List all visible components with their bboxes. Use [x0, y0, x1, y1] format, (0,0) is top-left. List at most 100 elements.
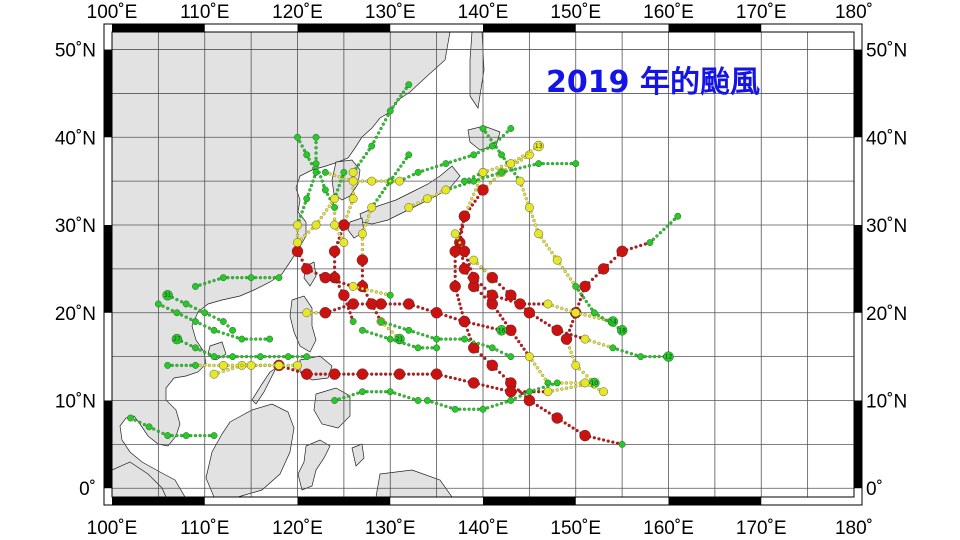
track-bead [555, 305, 559, 309]
track-bead [383, 292, 388, 296]
track-bead [198, 322, 202, 326]
frame-bar [854, 400, 862, 489]
track-bead [658, 231, 663, 235]
track-point-strong [523, 307, 536, 319]
track-bead [249, 337, 253, 341]
track-bead [337, 232, 341, 236]
track-t18 [154, 300, 274, 343]
track-point-weak [479, 405, 487, 413]
track-number-label: 14 [609, 319, 617, 326]
track-bead [346, 394, 351, 398]
track-bead [574, 384, 578, 389]
lon-label-top: 160˚E [643, 2, 694, 23]
track-point-weak [535, 160, 543, 168]
track-point-strong [468, 377, 480, 389]
track-point-medium [524, 203, 534, 212]
track-bead [388, 302, 392, 306]
track-point-weak [386, 388, 394, 396]
track-point-medium [395, 176, 404, 186]
lat-label-left: 0˚ [79, 479, 96, 500]
lon-label-top: 100˚E [87, 2, 138, 23]
track-bead [444, 404, 448, 408]
track-bead [560, 387, 564, 391]
track-point-weak [479, 125, 487, 132]
track-point-medium [580, 334, 590, 344]
track-bead [483, 286, 487, 290]
track-bead [425, 346, 429, 350]
track-bead [362, 155, 366, 159]
track-bead [399, 164, 403, 168]
track-bead [207, 280, 212, 284]
track-bead [300, 210, 304, 214]
track-bead [393, 302, 397, 306]
track-point-weak [201, 309, 209, 317]
track-point-medium [506, 159, 516, 169]
track-point-strong [458, 315, 471, 328]
track-bead [189, 304, 193, 308]
track-bead [498, 283, 502, 287]
track-bead [356, 391, 360, 395]
track-bead [348, 205, 352, 210]
track-point-medium [348, 282, 358, 291]
track-bead [179, 363, 184, 368]
track-bead [360, 247, 365, 252]
track-bead [457, 297, 461, 302]
track-bead [244, 276, 249, 280]
track-bead [518, 394, 522, 398]
track-bead [498, 370, 502, 375]
track-bead [547, 323, 551, 327]
track-point-weak [210, 353, 218, 361]
track-bead [567, 328, 572, 332]
track-bead [388, 179, 392, 183]
track-bead [425, 167, 429, 172]
track-point-weak [154, 300, 162, 308]
track-bead [501, 286, 506, 290]
lon-label-top: 170˚E [736, 2, 787, 23]
track-bead [532, 219, 536, 223]
track-point-weak [247, 274, 255, 282]
track-bead [560, 306, 564, 310]
map-title: 2019 年的颱風 [546, 65, 760, 100]
track-bead [657, 354, 661, 359]
track-point-weak [461, 335, 468, 343]
track-bead [504, 400, 508, 404]
track-bead [388, 372, 392, 376]
track-bead [207, 352, 212, 357]
frame-bar [297, 497, 391, 505]
track-bead [203, 363, 207, 368]
track-bead [444, 314, 448, 318]
track-bead [184, 363, 188, 368]
track-bead [404, 86, 408, 91]
track-bead [166, 306, 170, 310]
track-bead [404, 156, 408, 161]
track-bead [483, 269, 487, 273]
track-bead [467, 180, 471, 185]
track-point-weak [386, 107, 394, 115]
track-point-weak [498, 168, 505, 176]
track-bead [407, 395, 411, 400]
track-bead [411, 397, 416, 401]
track-point-weak [266, 335, 274, 343]
track-number-label: 27 [173, 336, 181, 343]
track-bead [592, 385, 596, 389]
track-bead [203, 324, 207, 328]
track-bead [502, 156, 506, 161]
track-bead [235, 354, 239, 359]
track-point-weak [572, 160, 580, 168]
track-bead [348, 311, 352, 315]
track-point-weak [405, 151, 413, 159]
track-bead [541, 373, 545, 378]
track-point-weak [321, 186, 329, 194]
track-bead [584, 299, 588, 304]
track-bead [198, 308, 202, 313]
track-bead [533, 362, 537, 366]
track-point-weak [164, 432, 172, 439]
track-point-strong [597, 263, 610, 275]
track-bead [532, 388, 536, 392]
track-bead [319, 372, 323, 376]
track-bead [577, 302, 581, 306]
track-bead [486, 325, 490, 329]
track-point-medium [209, 369, 219, 379]
track-bead [515, 160, 520, 164]
lat-label-left: 20˚N [55, 304, 96, 325]
